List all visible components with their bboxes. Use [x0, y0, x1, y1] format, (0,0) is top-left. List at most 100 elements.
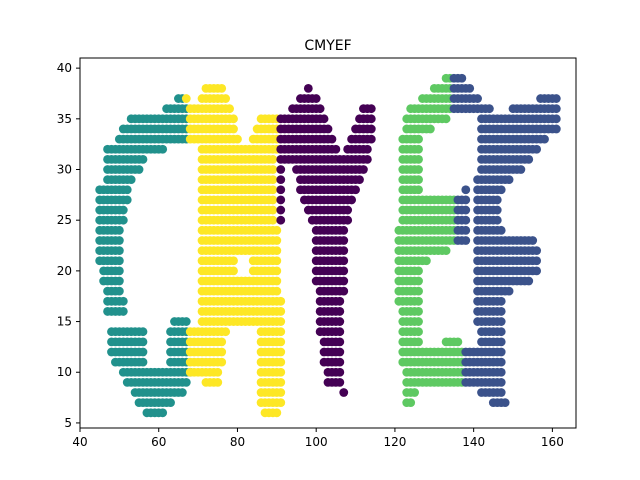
data-point	[532, 266, 542, 276]
data-point	[181, 317, 191, 326]
data-point	[414, 154, 423, 164]
data-point	[359, 165, 368, 174]
series-5	[449, 73, 561, 408]
data-point	[366, 104, 376, 114]
data-point	[528, 236, 538, 245]
y-tick-label: 5	[64, 416, 72, 430]
data-point	[339, 276, 349, 286]
data-point	[496, 377, 506, 387]
data-point	[268, 185, 278, 195]
x-tick-label: 120	[383, 435, 406, 449]
data-point	[217, 84, 227, 93]
data-point	[335, 307, 345, 316]
data-point	[414, 307, 423, 316]
data-point	[366, 124, 376, 134]
data-point	[496, 357, 506, 367]
data-point	[362, 144, 372, 154]
data-point	[343, 215, 353, 225]
data-point	[315, 104, 325, 114]
data-point	[496, 307, 506, 316]
data-point	[276, 377, 286, 387]
data-point	[496, 327, 506, 337]
y-axis: 5 10 15 20 25 30 35 40	[57, 61, 80, 430]
data-point	[414, 296, 423, 306]
data-point	[272, 408, 282, 418]
data-point	[138, 154, 148, 164]
data-point	[414, 337, 423, 347]
data-point	[335, 377, 345, 387]
data-point	[126, 175, 136, 185]
data-point	[311, 94, 321, 103]
data-point	[335, 347, 345, 357]
data-point	[335, 296, 345, 306]
data-point	[532, 246, 542, 256]
data-point	[138, 357, 148, 367]
data-point	[461, 225, 471, 235]
data-point	[414, 327, 423, 337]
data-point	[138, 347, 148, 357]
data-point	[551, 104, 561, 114]
data-point	[335, 317, 345, 326]
data-point	[221, 94, 231, 103]
data-point	[461, 205, 471, 215]
data-point	[272, 286, 282, 296]
data-point	[276, 185, 286, 195]
data-point	[118, 296, 128, 306]
x-tick-label: 140	[462, 435, 485, 449]
data-point	[217, 347, 227, 357]
data-point	[166, 398, 175, 408]
data-point	[122, 185, 132, 195]
data-point	[496, 347, 506, 357]
data-point	[335, 337, 345, 347]
data-point	[339, 388, 349, 397]
data-point	[414, 286, 423, 296]
y-tick-label: 15	[57, 315, 72, 329]
data-point	[229, 124, 238, 134]
data-point	[504, 286, 514, 296]
data-point	[355, 175, 364, 185]
points-layer	[95, 73, 561, 418]
data-point	[122, 195, 132, 205]
data-point	[461, 195, 471, 205]
data-point	[276, 337, 286, 347]
data-point	[118, 215, 128, 225]
data-point	[319, 114, 329, 124]
plot-frame	[79, 57, 577, 429]
data-point	[276, 296, 286, 306]
data-point	[347, 195, 357, 205]
data-point	[268, 205, 278, 215]
data-point	[496, 296, 506, 306]
data-point	[272, 256, 282, 266]
data-point	[339, 256, 349, 266]
data-point	[339, 236, 349, 245]
y-tick-label: 20	[57, 264, 72, 278]
data-point	[414, 165, 423, 174]
data-point	[516, 165, 526, 174]
data-point	[496, 367, 506, 377]
data-point	[276, 205, 286, 215]
data-point	[414, 266, 423, 276]
data-point	[504, 175, 514, 185]
data-point	[114, 286, 124, 296]
y-tick-label: 25	[57, 213, 72, 227]
data-point	[134, 165, 144, 174]
data-point	[138, 337, 148, 347]
data-point	[425, 124, 435, 134]
data-point	[276, 317, 286, 326]
data-point	[465, 84, 475, 93]
data-point	[414, 185, 423, 195]
data-point	[492, 195, 502, 205]
data-point	[213, 367, 223, 377]
data-point	[343, 205, 353, 215]
data-point	[268, 195, 278, 205]
data-point	[276, 327, 286, 337]
data-point	[114, 236, 124, 245]
data-point	[461, 236, 471, 245]
data-point	[339, 225, 349, 235]
data-point	[276, 215, 286, 225]
data-point	[276, 357, 286, 367]
data-point	[366, 134, 376, 144]
data-point	[335, 367, 345, 377]
data-point	[229, 114, 238, 124]
data-point	[532, 144, 542, 154]
